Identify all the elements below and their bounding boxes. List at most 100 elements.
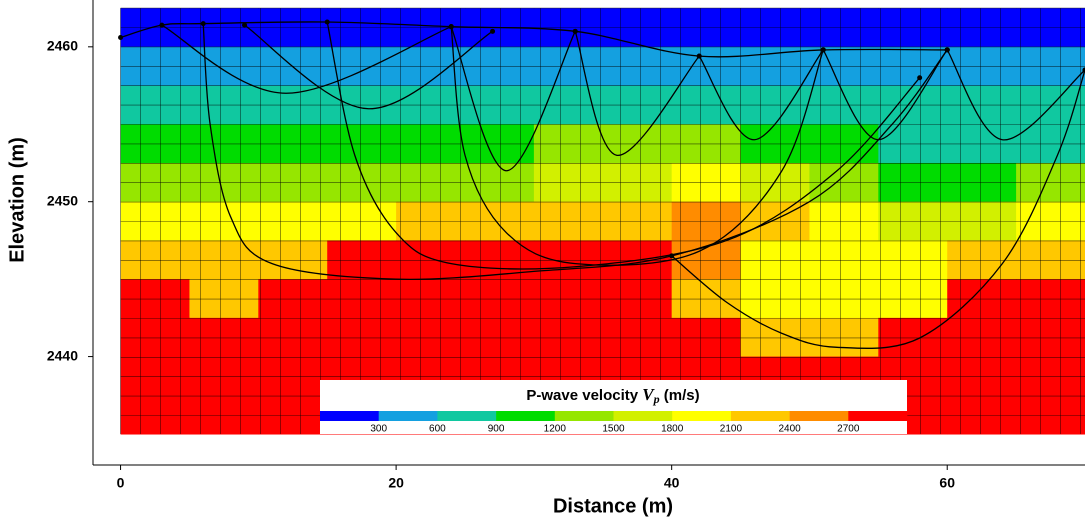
cell (258, 356, 328, 396)
colorbar-swatch (789, 411, 849, 421)
colorbar-label: 600 (429, 424, 446, 435)
x-tick-label: 60 (939, 475, 955, 491)
cell (947, 395, 1017, 435)
colorbar-label: 2100 (720, 424, 743, 435)
ray-endpoint (820, 47, 826, 53)
colorbar-symbol: V (642, 385, 655, 404)
colorbar-swatch (730, 411, 790, 421)
cell (258, 279, 328, 319)
cell (465, 317, 535, 358)
ray (698, 49, 824, 141)
cell (189, 356, 259, 396)
ray (120, 21, 948, 58)
colorbar-swatch (437, 411, 497, 421)
y-tick-label: 2460 (47, 38, 78, 54)
colorbar-box (320, 380, 907, 434)
ray-endpoint (669, 253, 675, 259)
ray-endpoint (944, 47, 950, 53)
cell (533, 317, 604, 358)
cell (878, 279, 948, 319)
cell (120, 317, 190, 358)
cell (120, 395, 190, 435)
cell (189, 317, 259, 358)
colorbar-label: 1500 (602, 424, 625, 435)
cell (465, 279, 535, 319)
cell (740, 279, 810, 319)
colorbar-unit: (m/s) (664, 387, 700, 404)
cell (1016, 356, 1085, 396)
ray (244, 24, 493, 110)
cell (947, 279, 1017, 319)
ray (822, 49, 948, 141)
y-tick-label: 2450 (47, 192, 78, 208)
ray-endpoint (159, 22, 165, 28)
x-tick-label: 40 (664, 475, 680, 491)
ray-endpoint (118, 35, 124, 41)
colorbar-label: 2700 (837, 424, 860, 435)
ray (946, 49, 1085, 141)
cell (120, 356, 190, 396)
colorbar: P-wave velocity Vp (m/s) 300 600 900 1200 15… (320, 380, 908, 435)
colorbar-title: P-wave velocity Vp (m/s) (526, 385, 699, 408)
y-axis-title: Elevation (m) (6, 137, 28, 263)
ray-endpoint (696, 53, 702, 59)
ray (574, 31, 700, 156)
colorbar-swatch (613, 411, 673, 421)
mesh (120, 7, 1085, 435)
rays (118, 19, 1085, 350)
ray (161, 24, 452, 94)
cell (809, 317, 879, 358)
ray-endpoint (490, 28, 496, 34)
colorbar-swatch (672, 411, 732, 421)
cell (258, 317, 328, 358)
colorbar-label: 900 (488, 424, 505, 435)
colorbar-swatch (848, 411, 908, 421)
cell (1016, 279, 1085, 319)
cell (396, 317, 466, 358)
colorbar-label: 1800 (661, 424, 684, 435)
ray-endpoint (324, 19, 330, 25)
ray-endpoint (448, 24, 454, 30)
y-tick-label: 2440 (47, 347, 78, 363)
colorbar-title-text: P-wave velocity (526, 387, 638, 404)
colorbar-subscript: p (653, 392, 660, 406)
cell (602, 279, 673, 319)
cell (809, 279, 879, 319)
cell (947, 356, 1017, 396)
colorbar-swatch (320, 411, 379, 421)
colorbar-label: 1200 (544, 424, 567, 435)
ray (450, 26, 576, 172)
colorbar-label: 300 (370, 424, 387, 435)
ray (202, 23, 948, 280)
x-tick-label: 0 (117, 475, 125, 491)
cell (878, 317, 948, 358)
cell (327, 279, 397, 319)
colorbar-swatch (496, 411, 556, 421)
cell (1016, 395, 1085, 435)
x-axis-title: Distance (m) (553, 495, 673, 517)
cell (671, 317, 742, 358)
ray-endpoint (917, 75, 923, 81)
ray (671, 69, 1085, 350)
colorbar-swatch (378, 411, 438, 421)
ray-endpoint (572, 28, 578, 34)
cell (189, 279, 259, 319)
ray-endpoint (200, 21, 206, 27)
cell (396, 279, 466, 319)
cell (120, 279, 190, 319)
ray-endpoint (242, 22, 248, 28)
x-tick-label: 20 (388, 475, 404, 491)
cell (740, 317, 810, 358)
cell (602, 317, 673, 358)
ray (326, 21, 921, 270)
colorbar-swatch (554, 411, 614, 421)
colorbar-label: 2400 (778, 424, 801, 435)
cell (327, 317, 397, 358)
ray-endpoint (1082, 67, 1085, 73)
cell (189, 395, 259, 435)
cell (258, 395, 328, 435)
cell (671, 279, 742, 319)
cell (947, 317, 1017, 358)
cell (533, 279, 604, 319)
